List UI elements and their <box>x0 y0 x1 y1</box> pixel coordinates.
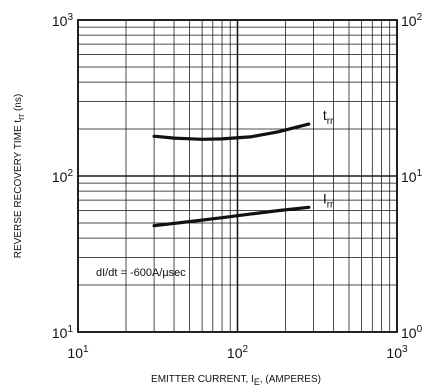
labels-layer: 101 102 103 103 102 101 102 101 100 Irr trr <box>52 12 423 361</box>
svg-text:EMITTER CURRENT, IE, (AMPERES): EMITTER CURRENT, IE, (AMPERES) <box>151 374 321 387</box>
annotation: dI/dt = -600A/µsec <box>96 267 186 279</box>
svg-text:REVERSE RECOVERY TIME trr (n: REVERSE RECOVERY TIME trr (ns) <box>13 94 26 258</box>
series-line-trr <box>152 122 311 141</box>
plot-frame <box>77 19 398 333</box>
x-axis-title-main: EMITTER CURRENT, I <box>151 374 254 385</box>
y2-tick-label: 100 <box>401 324 423 341</box>
y-axis-title-sub: rr <box>16 114 26 120</box>
y-tick-label: 101 <box>52 324 74 341</box>
grid <box>77 19 398 333</box>
series-layer <box>152 122 311 228</box>
y2-tick-label: 101 <box>401 168 423 185</box>
x-axis-title: EMITTER CURRENT, IE, (AMPERES) <box>151 374 321 387</box>
x-tick-label: 102 <box>227 344 249 361</box>
y-axis-title-tail: (ns) <box>13 94 24 114</box>
x-axis-title-tail: , (AMPERES) <box>260 374 321 385</box>
y2-tick-label: 102 <box>401 12 423 29</box>
x-tick-label: 101 <box>67 344 89 361</box>
y-axis-title: REVERSE RECOVERY TIME trr (ns) <box>13 94 26 258</box>
series-line-irr <box>152 205 311 228</box>
x-tick-label: 103 <box>386 344 408 361</box>
y-tick-label: 103 <box>52 12 74 29</box>
series-label: Irr <box>323 190 334 210</box>
series-label: trr <box>323 107 334 127</box>
y-axis-title-main: REVERSE RECOVERY TIME t <box>13 120 24 259</box>
y-tick-label: 102 <box>52 168 74 185</box>
x-axis-title-sub: E <box>254 377 260 387</box>
